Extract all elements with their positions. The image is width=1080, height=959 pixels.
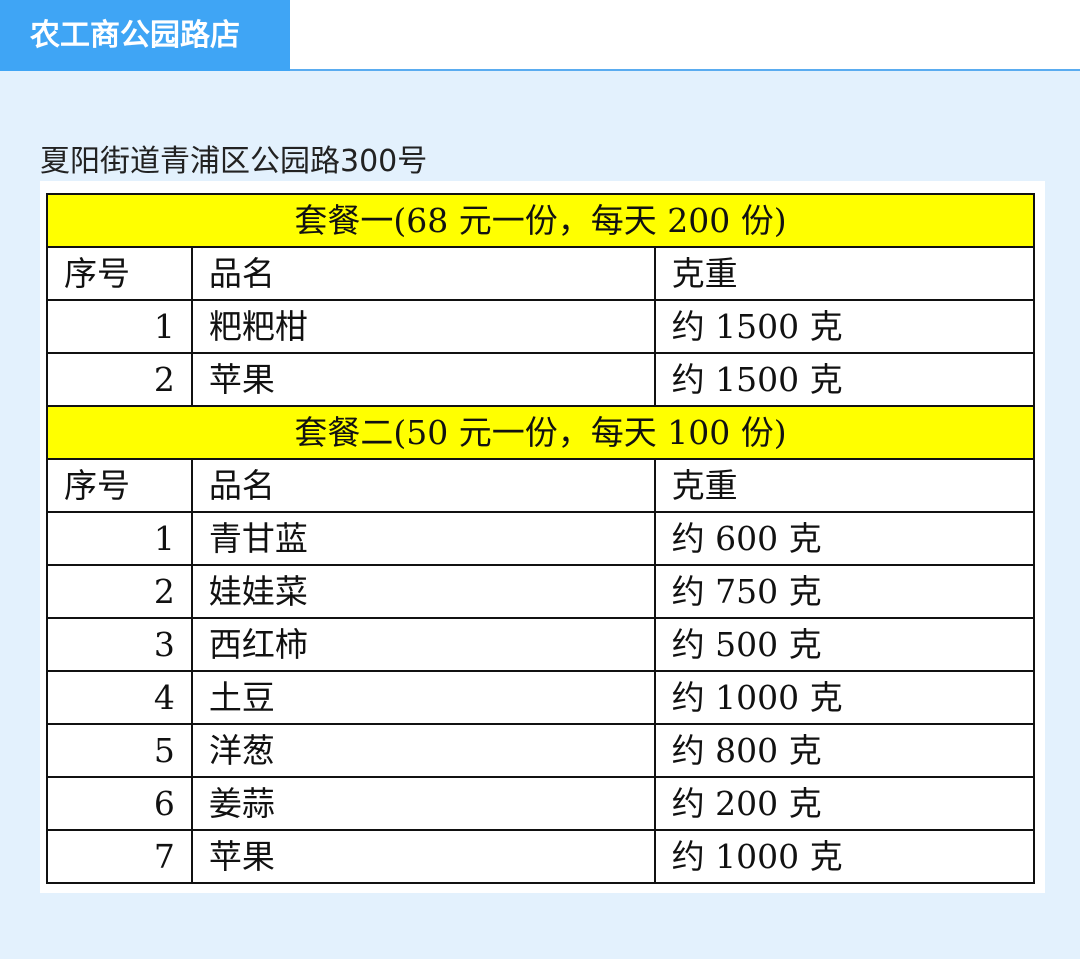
column-header: 品名 [190,246,656,301]
table-row: 5 洋葱约 800 克 [46,723,1036,778]
store-address: 夏阳街道青浦区公园路300号 [40,144,428,179]
store-tab[interactable]: 农工商公园路店 [0,0,290,71]
table-row: 4 土豆约 1000 克 [46,670,1036,725]
item-weight: 约 200 克 [653,776,1036,831]
item-weight: 约 1000 克 [653,670,1036,725]
item-weight: 约 500 克 [653,617,1036,672]
table-row: 2 苹果约 1500 克 [46,352,1036,407]
column-header: 序号 [46,458,193,513]
column-header-row: 序号 品名 克重 [46,458,1036,513]
table-row: 6 姜蒜约 200 克 [46,776,1036,831]
package-title-row: 套餐一(68 元一份，每天 200 份) [46,193,1035,248]
table-row: 1 粑粑柑约 1500 克 [46,299,1036,354]
row-number: 4 [46,670,193,725]
item-name: 姜蒜 [190,776,656,831]
row-number: 2 [46,352,193,407]
package-title-row: 套餐二(50 元一份，每天 100 份) [46,405,1035,460]
table-row: 3 西红柿约 500 克 [46,617,1036,672]
top-bar: 农工商公园路店 [0,0,1080,71]
column-header: 品名 [190,458,656,513]
package-title: 套餐一(68 元一份，每天 200 份) [46,193,1035,248]
row-number: 1 [46,299,193,354]
row-number: 3 [46,617,193,672]
item-weight: 约 1000 克 [653,829,1036,884]
item-name: 洋葱 [190,723,656,778]
item-weight: 约 600 克 [653,511,1036,566]
row-number: 2 [46,564,193,619]
item-weight: 约 750 克 [653,564,1036,619]
column-header: 克重 [653,458,1036,513]
column-header-row: 序号 品名 克重 [46,246,1036,301]
item-name: 青甘蓝 [190,511,656,566]
item-name: 苹果 [190,829,656,884]
item-name: 土豆 [190,670,656,725]
table-row: 7 苹果约 1000 克 [46,829,1036,884]
row-number: 5 [46,723,193,778]
row-number: 7 [46,829,193,884]
item-weight: 约 1500 克 [653,299,1036,354]
item-weight: 约 800 克 [653,723,1036,778]
table-row: 2 娃娃菜约 750 克 [46,564,1036,619]
item-name: 苹果 [190,352,656,407]
row-number: 6 [46,776,193,831]
column-header: 克重 [653,246,1036,301]
row-number: 1 [46,511,193,566]
item-weight: 约 1500 克 [653,352,1036,407]
item-name: 西红柿 [190,617,656,672]
item-name: 粑粑柑 [190,299,656,354]
column-header: 序号 [46,246,193,301]
package-title: 套餐二(50 元一份，每天 100 份) [46,405,1035,460]
table-row: 1 青甘蓝约 600 克 [46,511,1036,566]
item-name: 娃娃菜 [190,564,656,619]
